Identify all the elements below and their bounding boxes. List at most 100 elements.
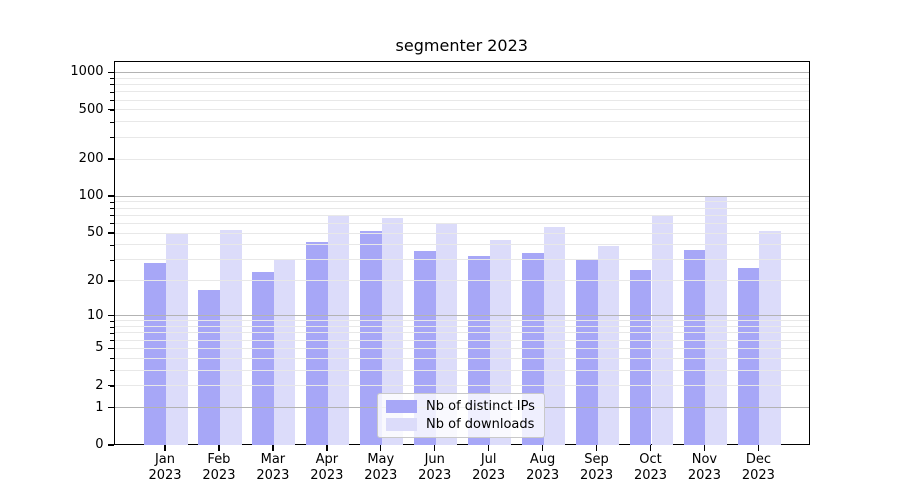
y-minor-tick (110, 232, 114, 234)
bar-downloads-jun (435, 224, 458, 445)
bar-distinct-ips-apr (306, 241, 328, 445)
y-minor-tick (110, 326, 114, 328)
y-tick-label: 10 (86, 307, 104, 323)
gridline (114, 195, 809, 197)
y-minor-tick (110, 280, 114, 282)
y-minor-tick (110, 208, 114, 209)
x-tick (595, 445, 598, 451)
bar-downloads-mar (273, 259, 296, 445)
y-minor-tick (110, 223, 114, 225)
gridline (114, 280, 809, 282)
y-minor-tick (110, 78, 114, 80)
bar-distinct-ips-dec (737, 268, 760, 445)
gridline (114, 232, 809, 234)
x-tick (326, 445, 328, 451)
bar-downloads-apr (327, 216, 350, 445)
gridline (114, 84, 809, 86)
y-minor-tick (110, 158, 114, 160)
y-tick (107, 385, 114, 387)
x-tick-label: Feb 2023 (202, 452, 236, 483)
y-tick (107, 71, 114, 74)
x-tick (218, 445, 220, 451)
gridline (114, 332, 809, 334)
y-tick (107, 314, 114, 317)
y-minor-tick (110, 244, 114, 246)
x-tick (649, 445, 652, 451)
gridline (114, 214, 809, 216)
y-minor-tick (110, 109, 114, 111)
y-minor-tick (110, 340, 114, 342)
y-minor-tick (110, 84, 114, 86)
y-minor-tick (110, 385, 114, 387)
y-minor-tick (110, 137, 114, 139)
y-tick-label: 100 (78, 188, 104, 204)
gridline (114, 72, 809, 74)
bar-distinct-ips-sep (575, 259, 598, 445)
x-tick-label: Mar 2023 (256, 452, 290, 483)
y-minor-tick (110, 358, 114, 360)
y-minor-tick (110, 215, 114, 217)
x-tick-label: Apr 2023 (310, 452, 344, 483)
gridline (114, 320, 809, 322)
gridline (114, 207, 809, 209)
legend-item-distinct-ips: Nb of distinct IPs (386, 398, 535, 416)
gridline (114, 109, 809, 111)
gridline (114, 136, 809, 138)
x-tick (434, 445, 436, 451)
gridline (114, 385, 809, 387)
x-tick-label: May 2023 (364, 452, 398, 483)
x-tick-label: Sep 2023 (580, 452, 614, 483)
x-tick (380, 445, 382, 451)
legend-swatch-downloads (386, 417, 417, 431)
bar-downloads-feb (219, 229, 242, 445)
y-minor-tick (110, 332, 114, 334)
y-tick-label: 1000 (70, 64, 104, 80)
gridline (114, 158, 809, 160)
plot-area (113, 61, 810, 445)
x-tick (541, 445, 544, 451)
x-tick-label: Jul 2023 (472, 452, 506, 483)
x-tick (164, 445, 166, 451)
y-tick-label: 20 (86, 272, 104, 288)
gridline (114, 357, 809, 359)
y-minor-tick (110, 259, 114, 261)
y-tick-label: 1 (95, 399, 104, 415)
x-tick-label: Dec 2023 (741, 452, 775, 483)
y-tick-label: 200 (78, 150, 104, 166)
y-tick (107, 109, 114, 111)
x-tick (272, 445, 274, 451)
gridline (114, 77, 809, 79)
gridline (114, 201, 809, 203)
y-tick (107, 195, 114, 197)
gridline (114, 315, 809, 317)
y-minor-tick (110, 348, 114, 350)
y-minor-tick (110, 91, 114, 93)
bar-downloads-dec (759, 230, 781, 445)
legend: Nb of distinct IPs Nb of downloads (377, 393, 545, 438)
gridline (114, 91, 809, 93)
x-tick-label: Nov 2023 (687, 452, 721, 483)
gridline (114, 326, 809, 328)
chart-title: segmenter 2023 (395, 36, 528, 55)
gridline (114, 347, 809, 349)
x-tick (703, 445, 706, 451)
y-minor-tick (110, 121, 114, 123)
y-tick (107, 444, 114, 446)
y-tick-label: 500 (78, 101, 104, 117)
bar-distinct-ips-feb (198, 290, 220, 445)
gridline (114, 244, 809, 246)
bar-downloads-may (381, 217, 404, 445)
gridline (114, 99, 809, 101)
bar-downloads-oct (651, 216, 674, 445)
y-tick (107, 347, 114, 350)
legend-label-distinct-ips: Nb of distinct IPs (426, 399, 535, 415)
gridline (114, 222, 809, 224)
gridline (114, 369, 809, 371)
bar-distinct-ips-jan (144, 262, 166, 445)
gridline (114, 339, 809, 341)
y-tick (107, 232, 114, 234)
bar-downloads-sep (597, 245, 620, 445)
y-minor-tick (110, 99, 114, 101)
gridline (114, 121, 809, 123)
